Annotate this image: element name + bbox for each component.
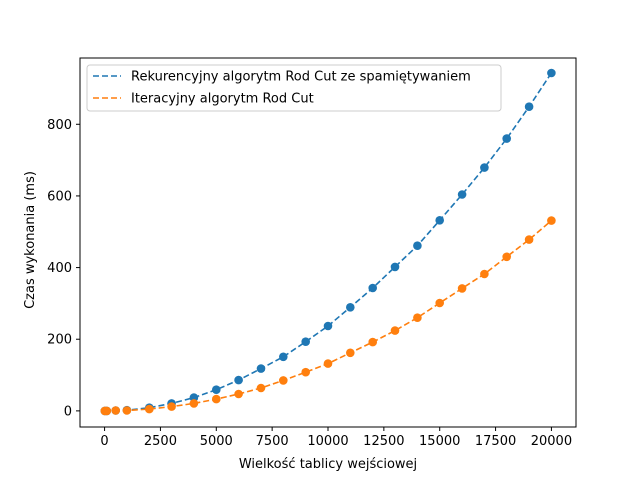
series-2-point (212, 394, 221, 404)
x-tick-label: 15000 (419, 434, 460, 449)
y-tick-label: 400 (47, 261, 72, 276)
y-tick-label: 0 (64, 404, 72, 419)
series-1-point (346, 303, 355, 312)
series-line-2 (104, 219, 552, 412)
series-2-point (390, 326, 400, 335)
series-1-point (234, 375, 243, 385)
series-2-point (502, 252, 512, 262)
x-tick-label: 5000 (200, 434, 233, 449)
series-2-point (279, 376, 288, 385)
x-tick-label: 12500 (363, 434, 404, 449)
series-2-point (435, 298, 445, 308)
legend: Rekurencyjny algorytm Rod Cut ze spamięt… (86, 64, 502, 112)
series-2-point (256, 383, 266, 393)
series-2-point (368, 337, 378, 347)
x-axis: 0 2500 5000 7500 10000 12500 15000 17500 20000 (100, 427, 572, 449)
legend-label-1: Rekurencyjny algorytm Rod Cut ze spamięt… (131, 70, 471, 85)
series-2-point (346, 348, 355, 358)
y-axis-label: Czas wykonania (ms) (23, 171, 38, 309)
x-tick-label: 20000 (531, 434, 572, 449)
series-2-point (524, 235, 534, 244)
x-tick-label: 17500 (475, 434, 516, 449)
series-1-point (457, 190, 467, 199)
series-2-point (457, 284, 467, 293)
series-1-point (279, 352, 288, 362)
series-2-point (102, 406, 112, 416)
series-1-point (547, 68, 556, 78)
series-2-point (145, 404, 154, 414)
series-2-point (122, 406, 132, 415)
series-1-point (435, 216, 445, 225)
series-2-point (111, 406, 120, 415)
plot-area (79, 57, 577, 428)
series-2-point (547, 216, 556, 225)
x-tick-label: 10000 (307, 434, 348, 449)
series-2-point (413, 313, 422, 323)
series-1-point (502, 134, 512, 143)
series-2-point (323, 359, 333, 368)
series-2-point (480, 269, 489, 279)
series-1-point (301, 337, 311, 347)
series-line-1 (104, 72, 553, 412)
series-2-point (189, 399, 199, 408)
series-1-point (368, 283, 378, 293)
series-1-point (480, 163, 489, 172)
y-tick-label: 600 (47, 189, 72, 204)
x-tick-label: 0 (100, 434, 108, 449)
y-tick-label: 200 (47, 333, 72, 348)
y-tick-label: 800 (47, 118, 72, 133)
series-2-point (167, 402, 176, 411)
legend-label-2: Iteracyjny algorytm Rod Cut (131, 92, 314, 107)
legend-box (86, 64, 502, 112)
series-1-point (390, 262, 400, 272)
series-1-point (323, 321, 333, 331)
x-axis-label: Wielkość tablicy wejściowej (239, 457, 417, 472)
y-axis: 0 200 400 600 800 (47, 118, 80, 419)
series-1-point (413, 241, 422, 250)
series-2-point (234, 389, 243, 399)
series-2-point (301, 367, 311, 377)
series-1-point (524, 102, 534, 111)
x-tick-label: 2500 (144, 434, 177, 449)
series-1-point (212, 385, 221, 395)
series-1-point (256, 364, 266, 373)
x-tick-label: 7500 (256, 434, 289, 449)
